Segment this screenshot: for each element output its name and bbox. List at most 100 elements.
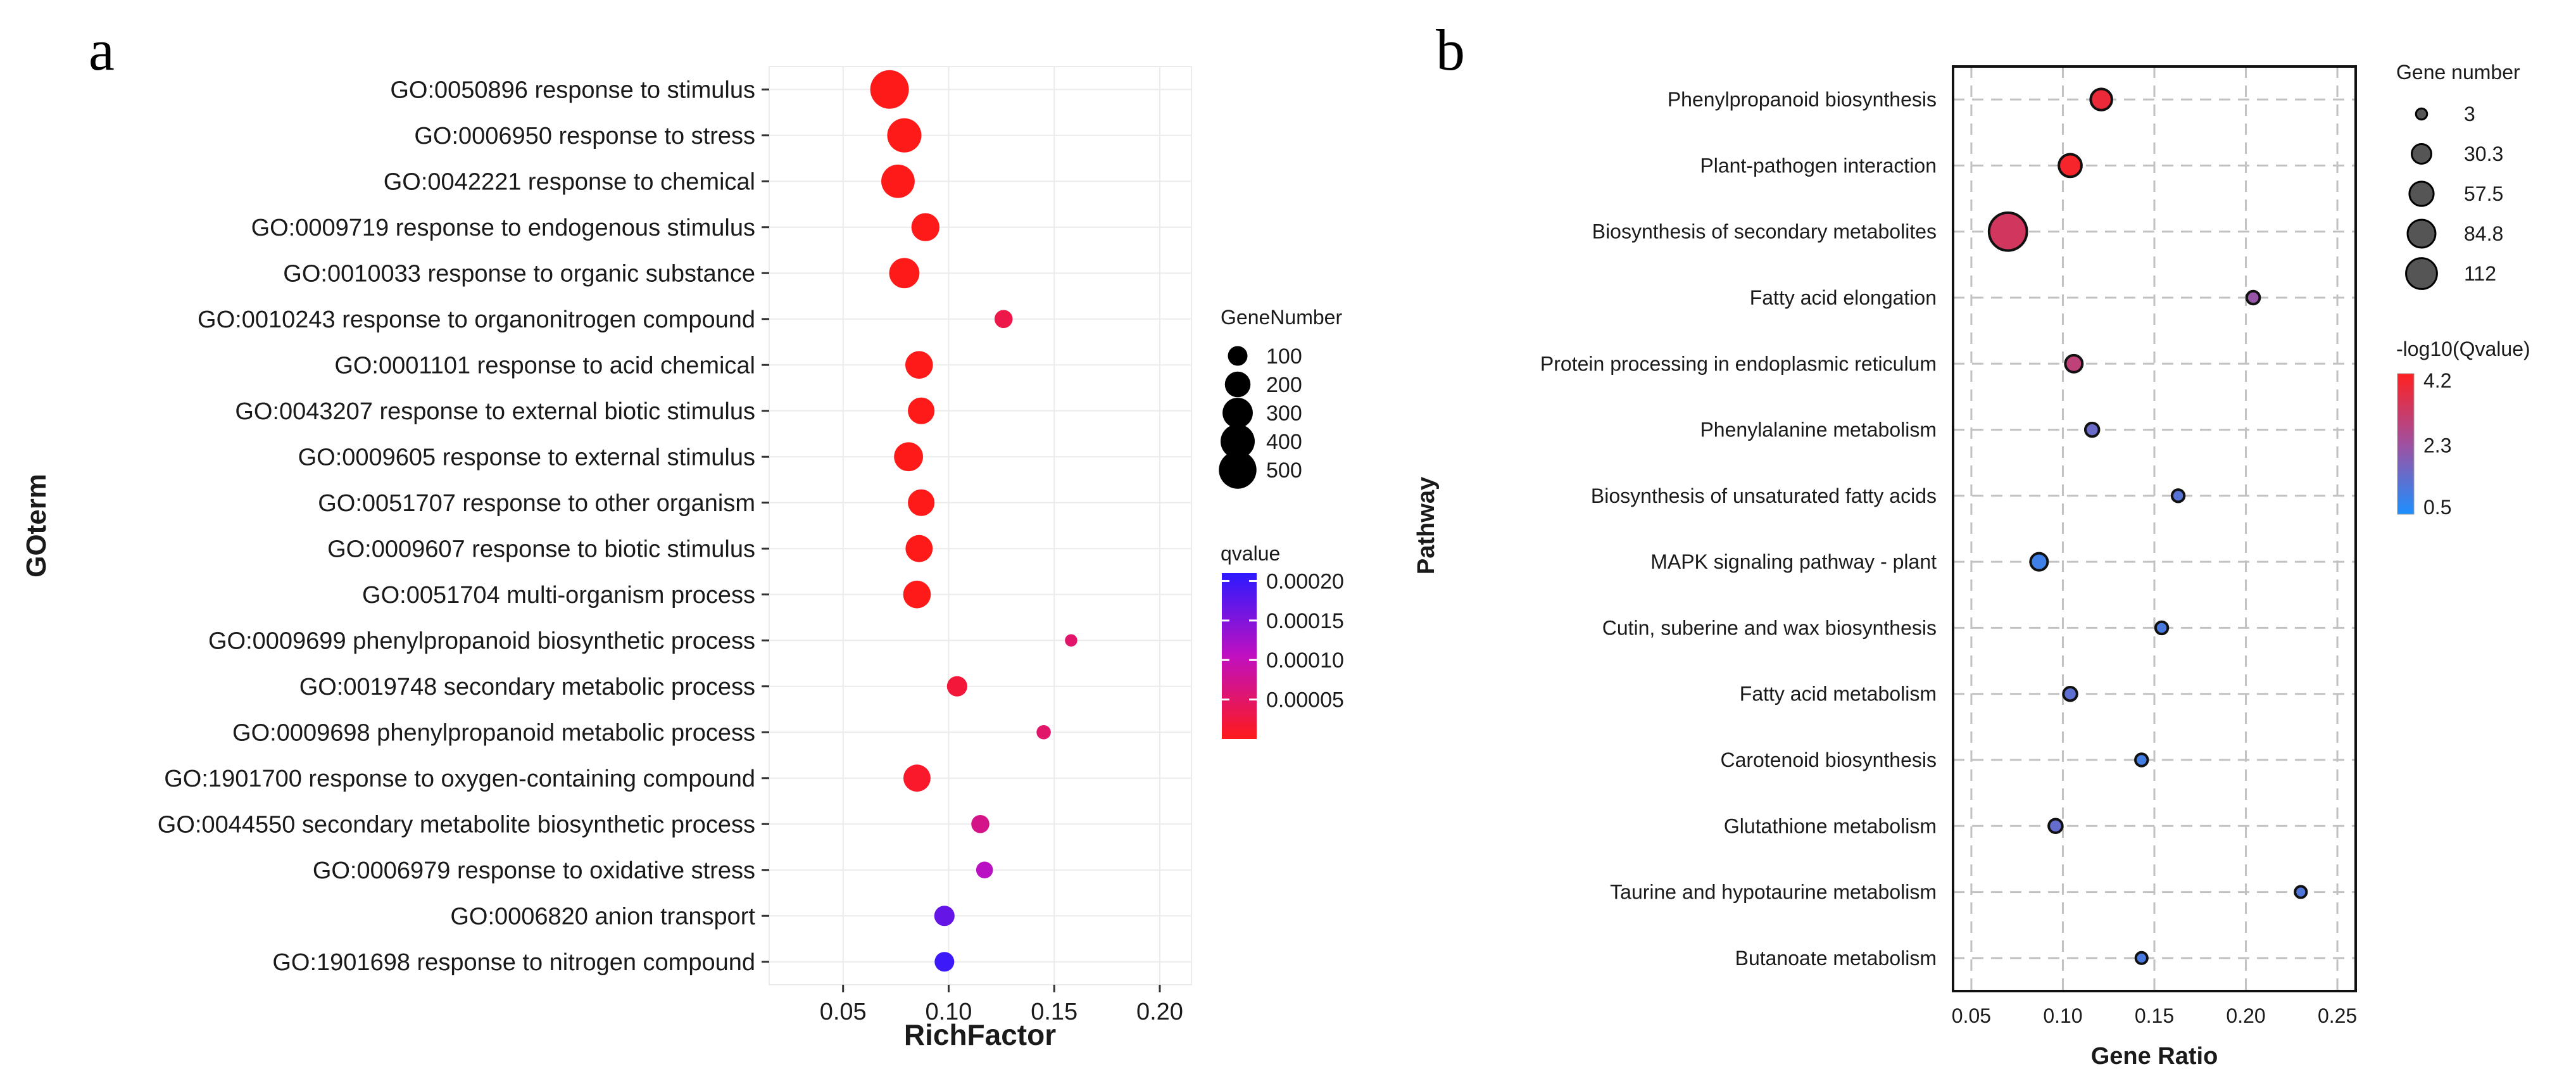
panel-b-x-tick-label: 0.15 (2135, 1004, 2174, 1027)
panel-b-point (2245, 289, 2261, 306)
panel-a-size-legend-key (1219, 451, 1257, 489)
panel-b-point (2064, 353, 2084, 374)
panel-a-colorbar (1222, 573, 1257, 739)
panel-b-x-tick-label: 0.20 (2226, 1004, 2265, 1027)
panel-b-point (2134, 752, 2149, 768)
panel-a-point (976, 861, 993, 879)
panel-b-point (2062, 685, 2078, 702)
panel-a-y-tick-label: GO:0006979 response to oxidative stress (313, 857, 755, 884)
panel-b-y-tick-label: Fatty acid metabolism (1740, 683, 1937, 705)
panel-b-point (2089, 87, 2113, 111)
panel-a-x-tick-label: 0.20 (1136, 999, 1183, 1025)
panel-b-point (2294, 885, 2308, 899)
panel-b-y-tick-label: Carotenoid biosynthesis (1720, 749, 1937, 771)
panel-b-y-tick-label: Cutin, suberine and wax biosynthesis (1602, 616, 1937, 639)
panel-b-y-axis-title: Pathway (1413, 477, 1440, 574)
panel-a-y-tick-label: GO:0043207 response to external biotic s… (235, 398, 755, 425)
panel-b-size-legend-label: 112 (2464, 262, 2496, 285)
panel-letter-b: b (1436, 18, 1465, 82)
panel-a-point (905, 534, 933, 562)
panel-a-point (905, 351, 933, 379)
panel-a-y-tick-label: GO:0010243 response to organonitrogen co… (198, 307, 755, 333)
panel-a: GO:0050896 response to stimulus GO:000695… (21, 66, 1344, 1051)
panel-a-point (908, 397, 935, 424)
panel-a-y-tick-label: GO:1901698 response to nitrogen compound (272, 949, 755, 976)
panel-b-y-tick-label: Plant-pathogen interaction (1700, 154, 1937, 177)
panel-a-gridlines (769, 66, 1191, 985)
panel-a-point (934, 906, 955, 926)
panel-a-point (889, 258, 920, 289)
panel-b-size-legend-key (2408, 180, 2435, 207)
panel-a-point (911, 213, 939, 241)
panel-a-y-tick-label: GO:0009698 phenylpropanoid metabolic pro… (232, 719, 755, 746)
panel-a-x-tick-label: 0.05 (820, 999, 867, 1025)
panel-a-colorbar-label: 0.00020 (1266, 569, 1344, 593)
panel-b-plot-frame (1952, 65, 2357, 992)
panel-b-point (2058, 153, 2083, 179)
panel-b-colorbar-label: 2.3 (2423, 434, 2451, 457)
panel-b-size-legend-label: 57.5 (2464, 182, 2503, 205)
panel-b-gridlines (1953, 66, 2356, 991)
panel-b-size-legend-label: 3 (2464, 103, 2475, 125)
panel-a-y-tick-label: GO:1901700 response to oxygen-containing… (164, 766, 755, 792)
panel-b-x-tick-label: 0.25 (2318, 1004, 2357, 1027)
panel-a-y-tick-label: GO:0010033 response to organic substance (283, 260, 755, 287)
panel-a-y-tick-label: GO:0009699 phenylpropanoid biosynthetic … (208, 628, 755, 654)
panel-a-size-legend: GeneNumber 100 200 300 400 500 (1219, 306, 1342, 489)
panel-a-colorbar-label: 0.00010 (1266, 648, 1344, 673)
panel-a-x-ticks: 0.05 0.10 0.15 0.20 (820, 985, 1183, 1025)
panel-b-colorbar (2397, 373, 2415, 515)
panel-a-point (946, 676, 967, 697)
panel-b-size-legend-title: Gene number (2396, 61, 2520, 84)
panel-a-size-legend-label: 400 (1266, 430, 1302, 454)
panel-b-color-legend: -log10(Qvalue) 4.2 2.3 0.5 (2396, 338, 2530, 519)
panel-b-y-tick-label: Biosynthesis of secondary metabolites (1592, 220, 1937, 243)
panel-a-color-legend: qvalue 0.00020 0.00015 0.00010 0.00005 (1221, 542, 1344, 739)
panel-b-point (2154, 620, 2170, 636)
panel-b-x-tick-label: 0.05 (1952, 1004, 1991, 1027)
panel-a-y-tick-label: GO:0044550 secondary metabolite biosynth… (158, 811, 755, 838)
panel-a-size-legend-key (1222, 398, 1253, 428)
panel-b-y-tick-label: Biosynthesis of unsaturated fatty acids (1591, 484, 1937, 507)
panel-b-colorbar-label: 4.2 (2423, 369, 2451, 392)
panel-a-y-tick-label: GO:0050896 response to stimulus (390, 77, 755, 103)
panel-b-size-legend-key (2406, 218, 2437, 249)
panel-b-point (2170, 488, 2186, 503)
panel-b-point (2029, 552, 2049, 572)
panel-a-y-tick-label: GO:0006950 response to stress (414, 123, 755, 149)
panel-a-points (870, 70, 1078, 972)
panel-a-color-legend-title: qvalue (1221, 542, 1280, 565)
panel-b-size-legend-key (2411, 143, 2432, 165)
panel-b-y-tick-label: Taurine and hypotaurine metabolism (1610, 881, 1937, 904)
panel-a-x-tick-label: 0.15 (1031, 999, 1078, 1025)
panel-b-y-tick-labels: Phenylpropanoid biosynthesis Plant-pathog… (1540, 88, 1937, 970)
panel-a-y-tick-label: GO:0051707 response to other organism (318, 490, 755, 517)
panel-a-size-legend-key (1221, 424, 1255, 458)
panel-b-color-legend-title: -log10(Qvalue) (2396, 338, 2530, 360)
panel-a-size-legend-title: GeneNumber (1221, 306, 1342, 329)
panel-b-x-axis-title: Gene Ratio (2091, 1043, 2218, 1070)
panel-b-size-legend-key (2405, 257, 2438, 290)
panel-b-x-tick-label: 0.10 (2043, 1004, 2082, 1027)
panel-a-y-tick-label: GO:0019748 secondary metabolic process (299, 674, 755, 700)
panel-b: Phenylpropanoid biosynthesis Plant-pathog… (1413, 61, 2530, 1070)
panel-b-point (1987, 211, 2028, 252)
panel-b-y-tick-label: MAPK signaling pathway - plant (1650, 550, 1937, 573)
panel-a-y-axis-title: GOterm (21, 474, 52, 578)
panel-b-y-tick-label: Glutathione metabolism (1724, 814, 1937, 837)
panel-b-size-legend-key (2415, 107, 2428, 121)
panel-a-y-tick-labels: GO:0050896 response to stimulus GO:000695… (158, 77, 769, 976)
panel-a-point (908, 489, 935, 516)
panel-a-size-legend-label: 100 (1266, 345, 1302, 369)
panel-b-point (2134, 951, 2149, 965)
panel-a-x-axis-title: RichFactor (904, 1018, 1056, 1051)
panel-b-point (2047, 818, 2064, 835)
panel-b-point (2083, 421, 2101, 438)
panel-a-size-legend-label: 200 (1266, 373, 1302, 397)
panel-a-point (971, 814, 990, 833)
panel-a-point (903, 580, 931, 609)
panel-b-x-ticks: 0.05 0.10 0.15 0.20 0.25 (1952, 1004, 2357, 1027)
panel-b-y-tick-label: Phenylalanine metabolism (1700, 419, 1937, 441)
panel-b-colorbar-label: 0.5 (2423, 496, 2451, 519)
